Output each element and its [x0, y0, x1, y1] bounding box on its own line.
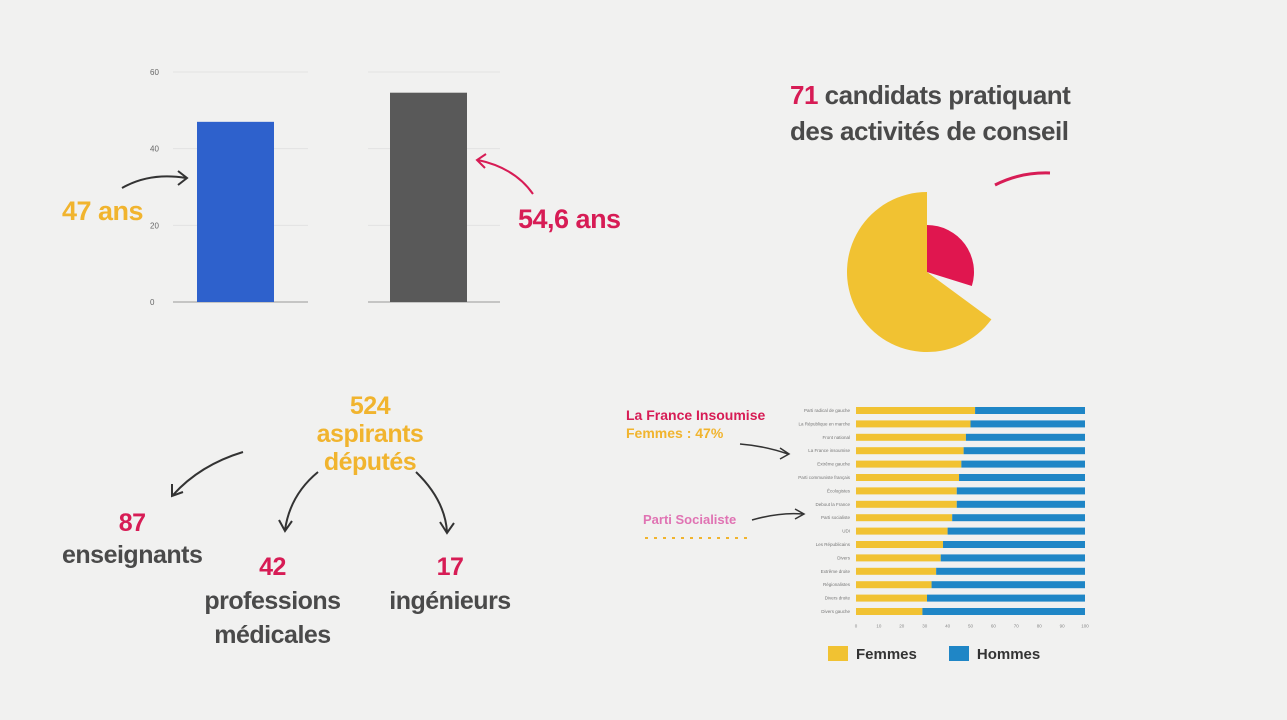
bar-segment-femmes — [856, 541, 944, 548]
arrow-icon — [278, 471, 319, 533]
category-label: Écologistes — [827, 487, 851, 493]
arrow-icon — [171, 451, 244, 498]
bar-segment-femmes — [856, 474, 960, 481]
lfi-annotation: La France Insoumise Femmes : 47% — [626, 407, 766, 441]
bar-segment-femmes — [856, 581, 932, 589]
category-label: Front national — [822, 435, 850, 440]
bar-segment-hommes — [956, 500, 1085, 508]
x-tick: 70 — [1014, 623, 1020, 628]
x-tick: 20 — [899, 623, 905, 628]
bar-segment-hommes — [970, 420, 1085, 428]
bar-segment-hommes — [922, 608, 1085, 615]
bar-segment-hommes — [947, 527, 1085, 535]
x-tick: 80 — [1037, 623, 1043, 628]
category-label: Les Républicains — [816, 542, 851, 547]
gender-chart: Parti radical de gauche La République en … — [798, 407, 1089, 628]
bar-segment-femmes — [856, 420, 971, 428]
bar-segment-femmes — [856, 433, 966, 441]
item-ingenieurs: 17 ingénieurs — [389, 553, 511, 615]
age-bar — [390, 92, 467, 302]
bar-segment-hommes — [963, 447, 1085, 455]
category-label: Divers — [837, 555, 851, 560]
bar-segment-hommes — [936, 567, 1085, 575]
conseil-line1: 71 candidats pratiquant — [790, 80, 1071, 110]
category-label: Debout la France — [815, 502, 850, 507]
bar-segment-femmes — [856, 567, 937, 575]
bar-segment-femmes — [856, 527, 948, 535]
bar-segment-hommes — [975, 407, 1085, 414]
y-tick: 60 — [150, 68, 159, 77]
age-label-2: 54,6 ans — [518, 204, 621, 234]
category-label: La France insoumise — [808, 448, 850, 453]
age-label-1: 47 ans — [62, 196, 144, 226]
y-tick: 20 — [150, 221, 159, 230]
x-tick: 30 — [922, 623, 928, 628]
category-label: Divers gauche — [821, 609, 850, 614]
bar-segment-hommes — [965, 433, 1085, 441]
bar-segment-femmes — [856, 500, 957, 508]
x-tick: 10 — [876, 623, 882, 628]
legend: Femmes Hommes — [828, 646, 1040, 663]
bar-segment-hommes — [926, 594, 1085, 602]
bar-segment-femmes — [856, 594, 927, 602]
pie-slice-other — [847, 192, 992, 352]
bar-segment-femmes — [856, 407, 976, 414]
aspirants-title: 524 aspirants députés — [316, 392, 424, 476]
arrow-icon — [415, 471, 455, 535]
bar-segment-hommes — [952, 514, 1085, 522]
bar-segment-hommes — [961, 460, 1085, 468]
x-tick: 90 — [1060, 623, 1066, 628]
bar-segment-hommes — [956, 487, 1085, 495]
item-enseignants: 87 enseignants — [62, 509, 203, 569]
category-label: La République en marche — [798, 421, 850, 426]
bar-segment-hommes — [940, 554, 1085, 562]
bar-segment-femmes — [856, 554, 941, 562]
y-tick: 40 — [150, 145, 159, 154]
y-tick: 0 — [150, 298, 155, 307]
x-tick: 60 — [991, 623, 997, 628]
legend-hommes: Hommes — [948, 646, 1040, 663]
bar-segment-hommes — [931, 581, 1085, 589]
x-tick: 50 — [968, 623, 974, 628]
pie-slice-conseil — [927, 225, 974, 287]
legend-femmes: Femmes — [828, 646, 917, 663]
age-bar-chart: 0 20 40 60 — [150, 68, 500, 307]
category-label: Extrême gauche — [817, 462, 850, 467]
item-medicales: 42 professions médicales — [204, 553, 341, 649]
x-tick: 100 — [1081, 623, 1089, 628]
ps-annotation: Parti Socialiste — [643, 512, 737, 527]
category-label: Parti socialiste — [821, 515, 851, 520]
bar-segment-hommes — [959, 474, 1085, 481]
category-label: Divers droite — [825, 596, 851, 601]
bar-segment-femmes — [856, 514, 953, 522]
category-label: Régionalistes — [823, 582, 851, 587]
bar-segment-femmes — [856, 460, 962, 468]
category-label: Parti communiste français — [798, 475, 851, 480]
bar-segment-femmes — [856, 608, 923, 615]
conseil-line2: des activités de conseil — [790, 116, 1069, 146]
conseil-stroke — [994, 171, 1051, 187]
age-bar — [197, 121, 274, 302]
bar-segment-femmes — [856, 487, 957, 495]
bar-segment-femmes — [856, 447, 964, 455]
conseil-pie — [847, 192, 992, 352]
category-label: Parti radical de gauche — [804, 408, 851, 413]
x-tick: 0 — [855, 623, 858, 628]
category-label: UDI — [842, 529, 850, 534]
x-tick: 40 — [945, 623, 951, 628]
category-label: Extrême droite — [821, 569, 851, 574]
bar-segment-hommes — [943, 541, 1085, 548]
